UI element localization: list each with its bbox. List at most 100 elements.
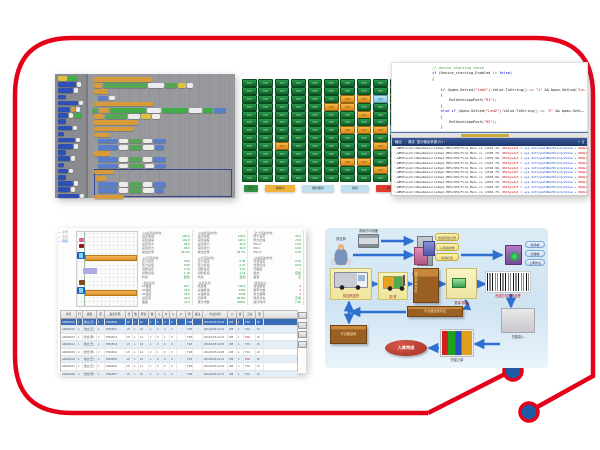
output-log-controls[interactable]: ▾ ╳	[577, 140, 584, 144]
table-cell: 1	[163, 333, 170, 341]
status-cell: 888	[291, 134, 306, 143]
block-segment	[128, 114, 140, 119]
status-cell: 888	[356, 110, 372, 119]
table-row[interactable]: A0640103 1 组合(李) 2 P004512 W 1 12 1 0 1 0 TWF 2014/10…	[61, 333, 297, 342]
scrollbar-thumb[interactable]	[461, 134, 509, 137]
log-token: OKUpload	[578, 155, 587, 160]
parameter-value: 正常	[294, 295, 301, 300]
log-token: =	[518, 155, 525, 160]
parameter-row: 偏差 +0.3	[142, 300, 190, 305]
code-token: "Led3"	[486, 131, 499, 132]
table-cell: W	[126, 333, 133, 341]
block-segment	[94, 83, 102, 88]
table-row[interactable]: A0640108 2 组合(李) 1 P004517 W 1 10 1 0 0 0 TWF 2014/10…	[61, 370, 297, 379]
scada-monitor-screenshot: — 上行 — 下行 — 待机 -1#进料轴参数- 设定速度 120.0 实际速度 119.8…	[58, 228, 307, 379]
code-line: {	[432, 115, 587, 120]
code-token: else if	[440, 109, 456, 114]
table-cell: 2014/10/8 11:21	[203, 326, 228, 333]
parameter-row: 实际张力 34.6	[142, 246, 190, 251]
status-cell: 888	[356, 165, 372, 174]
block-segment	[94, 132, 110, 138]
schematic-icon	[77, 252, 85, 259]
table-cell: TWF	[187, 326, 193, 333]
table-row[interactable]: A0640107 1 独立(王) 1 P004516 W 1 11 1 0 0 0 TWF 2014/10…	[61, 363, 297, 371]
table-tool-button[interactable]	[298, 331, 307, 338]
status-cell: 888	[274, 118, 290, 127]
status-cell: 888	[373, 126, 388, 135]
table-cell: P004512	[105, 333, 126, 341]
block-segment	[129, 157, 142, 163]
toolbox-block-row	[58, 88, 86, 93]
flow-node-label: 条码打印设备	[358, 229, 379, 233]
table-cell: 1	[237, 333, 244, 341]
block-segment	[76, 137, 80, 143]
table-cell: A0640103	[61, 333, 77, 341]
table-row[interactable]: A0640105 2 组合(李) 2 P004514 W 1 14 2 1 0 0 TWF 2014/10…	[61, 348, 297, 356]
status-cell: 888	[356, 157, 372, 166]
parameter-row: 设定值 42.0	[142, 295, 190, 301]
parameter-value: 0.00	[295, 259, 301, 263]
code-token: "3"	[547, 131, 554, 132]
block-segment	[155, 163, 166, 169]
table-cell: 1	[133, 341, 139, 348]
log-token: sys.Info/pathRefPre/$/Value +	[524, 190, 579, 195]
status-cell: 888	[373, 94, 388, 103]
log-token: '→WMSFuncArchResResourceImpl.MES/CPU/For…	[394, 155, 503, 160]
flow-node-pill3: 上架作业	[525, 259, 545, 266]
status-cell: 888	[258, 94, 273, 103]
parameter-label: 间隙反馈	[142, 270, 155, 275]
table-row[interactable]: A0640106 1 独立(王) 1 P004515 W 1 10 1 0 0 0 TWF 2014/10…	[61, 355, 297, 364]
table-tool-button[interactable]	[298, 312, 307, 319]
table-tool-button[interactable]	[298, 340, 307, 348]
table-row[interactable]: A0640102 1 独立(王) 1 P004511 W 1 10 1 0 0 0 TWF 2014/10…	[61, 326, 297, 334]
canvas-block-row	[98, 182, 235, 187]
blockly-editor-screenshot	[55, 74, 235, 200]
log-token: sys.Info/pathRefPre/$/Value +	[524, 146, 579, 150]
flow-node-label: 供应商送货	[343, 294, 359, 298]
table-cell: 1	[149, 326, 156, 333]
block-segment	[74, 113, 82, 118]
canvas-block-row	[92, 107, 235, 113]
log-token: '→WMSFuncArchResResourceImpl.MES/CPU/For…	[394, 170, 503, 175]
code-token: // device starting check	[432, 66, 484, 70]
parameter-group: -1#进料轴参数- 设定速度 120.0 实际速度 119.8 设定张力 35.0 实际张力 3…	[140, 230, 193, 255]
flow-node-label: 扫描上架	[450, 358, 464, 362]
block-segment	[129, 138, 142, 144]
code-token: {	[432, 114, 443, 119]
block-segment	[58, 137, 75, 143]
table-cell: 独立(王)	[83, 363, 97, 370]
block-segment	[152, 114, 160, 119]
records-table: 单号行类型序品名代码仓数库位箱 A B C D 状备注 作业时间人版工站别 A0640101…	[60, 310, 298, 379]
block-segment	[105, 114, 127, 119]
table-tool-button[interactable]	[298, 321, 307, 329]
block-segment	[58, 106, 70, 112]
schematic-icon	[79, 238, 84, 242]
log-token: '→WMSFuncArchResResourceImpl.MES/CPU/For…	[394, 175, 503, 180]
parameter-value: 0.52	[183, 259, 190, 263]
table-row[interactable]: A0640101 1 独立(王) 1 P004510 W 1 10 1 0 0 0 TWF 2014/10…	[61, 319, 297, 327]
flow-node-tag1: 检验原始记录	[435, 233, 459, 241]
block-segment	[98, 145, 118, 150]
table-cell: 0	[170, 333, 177, 341]
table-cell: W	[256, 326, 264, 333]
table-row[interactable]: A0640104 1 独立(王) 1 P004513 W 1 10 1 0 0 0 TWF 2014/10…	[61, 341, 297, 349]
code-token: "Le…	[577, 87, 586, 92]
block-segment	[178, 83, 186, 88]
flow-arrows	[343, 235, 517, 354]
block-segment	[98, 157, 118, 163]
table-cell: 1	[149, 333, 156, 341]
table-side-buttons	[298, 312, 307, 350]
parameter-label: 压力反馈	[142, 262, 155, 267]
parameter-label: 压力设定	[197, 259, 210, 263]
parameter-label: 1#温度	[142, 284, 152, 288]
parameter-value: 42.0	[183, 295, 190, 300]
schematic-icon-inner	[78, 253, 84, 258]
parameter-label: 张力反馈	[253, 237, 266, 242]
horizontal-scrollbar[interactable]	[391, 132, 588, 137]
parameter-label: 2#温度	[142, 287, 152, 292]
status-cell: 888	[242, 165, 257, 174]
block-segment	[143, 145, 154, 150]
status-cell: 888	[373, 79, 388, 87]
frame-diagonal	[426, 369, 511, 416]
parameter-value: 3	[299, 284, 301, 288]
